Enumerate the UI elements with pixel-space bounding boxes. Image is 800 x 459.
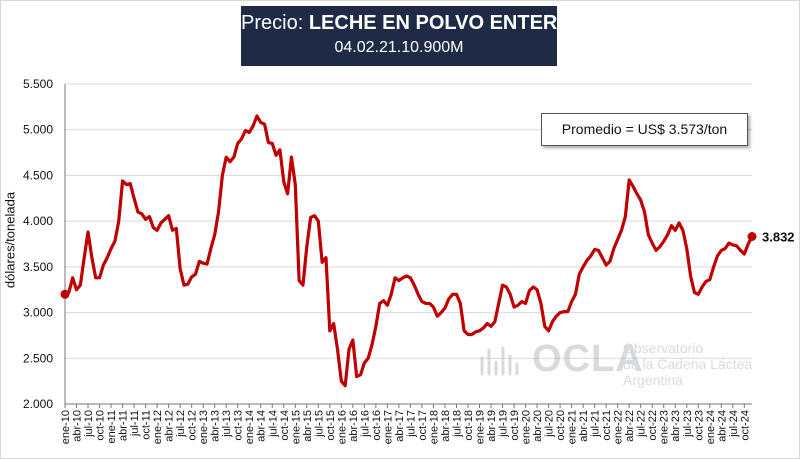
x-tick-label: ene-13 (198, 410, 210, 444)
x-tick-label: ene-16 (336, 410, 348, 444)
x-tick-label: oct-23 (693, 410, 705, 441)
x-tick-label: ene-12 (152, 410, 164, 444)
x-tick-label: jul-12 (175, 410, 187, 438)
watermark-line-2: de la Cadena Láctea (623, 356, 753, 372)
x-tick-label: oct-10 (95, 410, 107, 441)
x-tick-label: jul-19 (498, 410, 510, 438)
x-tick-label: oct-14 (279, 410, 291, 441)
start-marker (60, 289, 70, 299)
x-tick-label: jul-14 (267, 410, 279, 438)
y-axis-label-text: dólares/tonelada (2, 191, 18, 289)
x-tick-label: ene-19 (475, 410, 487, 444)
x-tick-label: jul-23 (682, 410, 694, 438)
x-tick-label: abr-18 (440, 410, 452, 442)
y-tick-label: 4.500 (23, 168, 53, 182)
x-tick-label: abr-12 (164, 410, 176, 442)
x-tick-label: oct-17 (417, 410, 429, 441)
y-tick-label: 4.000 (23, 214, 53, 228)
y-tick-label: 5.500 (23, 77, 53, 91)
x-tick-label: ene-24 (705, 410, 717, 444)
x-tick-label: abr-21 (578, 410, 590, 442)
x-tick-label: jul-15 (313, 410, 325, 438)
x-tick-label: jul-17 (405, 410, 417, 438)
y-tick-label: 3.000 (23, 306, 53, 320)
x-tick-label: oct-19 (509, 410, 521, 441)
x-tick-label: jul-24 (728, 410, 740, 438)
x-tick-label: oct-12 (187, 410, 199, 441)
x-tick-label: ene-20 (521, 410, 533, 444)
x-tick-label: jul-16 (359, 410, 371, 438)
x-tick-label: abr-24 (716, 410, 728, 442)
x-tick-label: ene-14 (244, 410, 256, 444)
watermark-line-1: Observatorio (623, 340, 704, 356)
product-code: 04.02.21.10.900M (334, 39, 464, 56)
title-banner: Precio: LECHE EN POLVO ENTERA 04.02.21.1… (241, 6, 572, 66)
x-tick-label: oct-22 (647, 410, 659, 441)
average-annotation: Promedio = US$ 3.573/ton (541, 113, 748, 146)
ocla-watermark: OCLA Observatorio de la Cadena Láctea Ar… (478, 338, 752, 396)
x-tick-label: abr-11 (118, 410, 130, 441)
title-prefix: Precio: (241, 12, 309, 34)
watermark-line-3: Argentina (623, 372, 683, 388)
x-tick-label: oct-11 (141, 410, 153, 440)
x-tick-label: oct-24 (739, 410, 751, 441)
x-tick-label: ene-17 (382, 410, 394, 444)
y-tick-label: 3.500 (23, 260, 53, 274)
x-tick-label: abr-14 (256, 410, 268, 442)
series-line (63, 114, 754, 388)
x-tick-label: oct-21 (601, 410, 613, 441)
x-tick-label: jul-21 (590, 410, 602, 438)
y-tick-label: 2.500 (23, 351, 53, 365)
title-product: LECHE EN POLVO ENTERA (308, 12, 572, 34)
x-tick-label: oct-18 (463, 410, 475, 441)
x-tick-label: ene-23 (659, 410, 671, 444)
x-tick-label: ene-11 (106, 410, 118, 443)
x-tick-label: jul-20 (544, 410, 556, 438)
x-tick-label: oct-16 (371, 410, 383, 441)
x-tick-label: abr-23 (670, 410, 682, 442)
x-tick-label: abr-19 (486, 410, 498, 442)
chart-title: Precio: LECHE EN POLVO ENTERA (241, 11, 572, 35)
x-tick-label: abr-22 (624, 410, 636, 442)
x-tick-label: oct-15 (325, 410, 337, 441)
x-tick-label: jul-13 (221, 410, 233, 438)
y-tick-label: 5.000 (23, 123, 53, 137)
x-tick-label: ene-21 (567, 410, 579, 444)
x-tick-label: jul-18 (451, 410, 463, 438)
x-tick-label: abr-20 (532, 410, 544, 442)
x-tick-label: jul-11 (129, 410, 141, 437)
x-tick-label: oct-20 (555, 410, 567, 441)
x-tick-label: abr-10 (72, 410, 84, 442)
x-tick-label: ene-15 (290, 410, 302, 444)
x-tick-label: ene-18 (428, 410, 440, 444)
x-tick-label: abr-16 (348, 410, 360, 442)
y-tick-label: 2.000 (23, 397, 53, 411)
end-value-label: 3.832 (762, 230, 795, 245)
x-tick-label: ene-10 (60, 410, 72, 444)
x-tick-label: ene-22 (613, 410, 625, 444)
x-tick-label: oct-13 (233, 410, 245, 441)
end-marker (747, 232, 757, 242)
x-tick-label: abr-15 (302, 410, 314, 442)
x-tick-label: abr-13 (210, 410, 222, 442)
x-tick-label: jul-22 (636, 410, 648, 438)
watermark-word: OCLA (532, 338, 644, 380)
ocla-logo-icon (480, 346, 519, 376)
x-tick-label: abr-17 (394, 410, 406, 442)
x-tick-label: jul-10 (83, 410, 95, 438)
